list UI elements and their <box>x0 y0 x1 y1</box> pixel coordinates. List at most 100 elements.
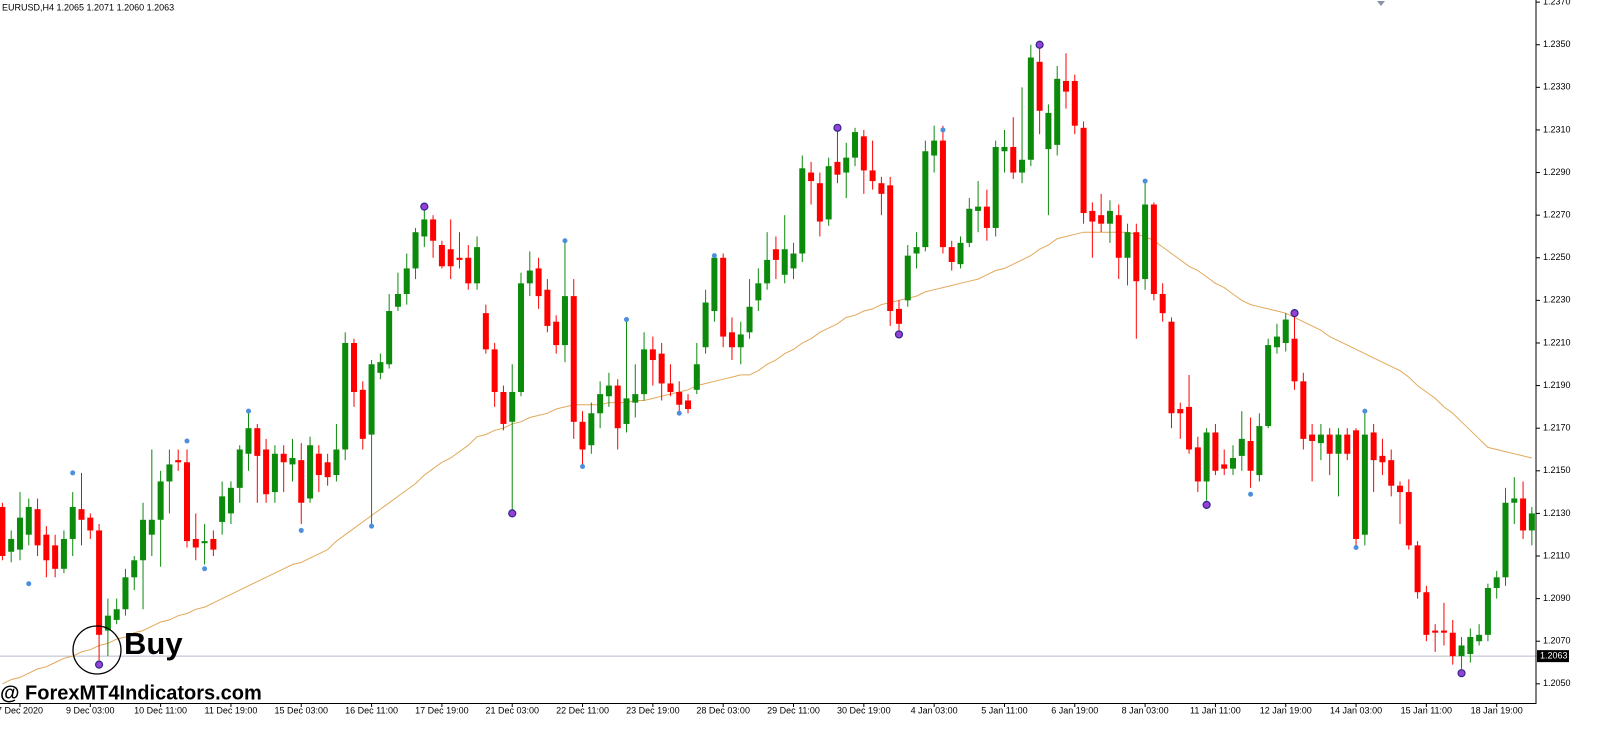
candle-body <box>394 293 401 307</box>
candle-body <box>386 311 393 365</box>
shift-marker <box>1377 1 1385 6</box>
x-tick-label: 21 Dec 03:00 <box>485 705 539 715</box>
x-tick-label: 5 Jan 11:00 <box>981 705 1027 715</box>
candle-body <box>1520 498 1527 531</box>
candle-body <box>1528 513 1535 531</box>
candle-body <box>535 268 542 297</box>
candle-body <box>957 242 964 265</box>
candle-body <box>1186 406 1193 450</box>
candle-body <box>1273 336 1280 348</box>
candle-body <box>96 530 103 635</box>
candle-body <box>816 183 823 222</box>
candle-body <box>1168 321 1175 414</box>
candle-body <box>1493 577 1500 588</box>
fractal-dot <box>562 238 568 244</box>
candle-body <box>1484 587 1491 635</box>
candle-body <box>790 253 797 269</box>
y-tick-label: 1.2130 <box>1543 508 1571 518</box>
candle-body <box>175 460 182 463</box>
candle-body <box>1019 159 1026 173</box>
y-tick-label: 1.2230 <box>1543 295 1571 305</box>
candle-body <box>474 247 481 284</box>
candle-body <box>289 458 296 465</box>
signal-circle <box>420 202 429 211</box>
candle-body <box>518 283 525 392</box>
x-tick-label: 6 Jan 19:00 <box>1051 705 1098 715</box>
candle-body <box>509 391 516 422</box>
bid-label-box <box>1537 650 1569 663</box>
candle-body <box>843 157 850 173</box>
candle-body <box>1221 464 1228 469</box>
fractal-dot <box>369 523 375 529</box>
candle-body <box>658 353 665 384</box>
candle-body <box>166 464 173 482</box>
candle-body <box>1230 458 1236 469</box>
candle-body <box>1309 434 1316 441</box>
fractal-dot <box>623 317 629 323</box>
y-tick-label: 1.2190 <box>1543 380 1571 390</box>
candle-body <box>1458 645 1465 657</box>
candle-body <box>500 391 507 424</box>
candle-body <box>1080 127 1087 214</box>
x-tick-label: 7 Dec 2020 <box>0 705 43 715</box>
candle-body <box>948 247 955 263</box>
y-tick-label: 1.2270 <box>1543 210 1571 220</box>
candle-body <box>1379 455 1386 463</box>
x-tick-label: 4 Jan 03:00 <box>911 705 958 715</box>
candle-body <box>315 453 322 476</box>
candle-body <box>140 519 147 561</box>
candle-body <box>333 449 340 476</box>
candle-body <box>148 519 155 535</box>
candle-body <box>271 453 278 493</box>
candle-body <box>834 161 841 175</box>
candle-body <box>1432 630 1439 633</box>
candle-body <box>570 296 577 422</box>
bid-label: 1.2063 <box>1540 651 1568 661</box>
candle-body <box>403 268 410 294</box>
candle-body <box>1265 345 1272 427</box>
candle-body <box>605 385 612 397</box>
candle-body <box>931 140 938 156</box>
fractal-dot <box>298 527 304 533</box>
candle-body <box>1361 434 1368 535</box>
candle-body <box>1414 545 1421 593</box>
candle-body <box>860 136 867 171</box>
fractal-dot <box>711 253 717 259</box>
y-tick-label: 1.2370 <box>1543 0 1571 7</box>
candle-body <box>1256 426 1263 476</box>
candle-body <box>676 391 683 405</box>
fractal-dot <box>70 470 76 476</box>
candle-body <box>351 342 357 392</box>
candle-body <box>183 462 190 542</box>
candle-body <box>702 302 709 348</box>
signal-circle <box>94 660 104 669</box>
signal-circle <box>1035 40 1044 49</box>
candle-body <box>254 428 261 456</box>
candle-body <box>693 364 700 390</box>
y-tick-label: 1.2110 <box>1543 550 1570 560</box>
candle-body <box>430 219 437 241</box>
candle-body <box>359 389 366 439</box>
candle-body <box>227 487 234 514</box>
candle-body <box>1405 492 1412 546</box>
candle-body <box>78 509 85 520</box>
candle-body <box>764 259 771 284</box>
candle-body <box>1511 498 1518 503</box>
x-tick-label: 9 Dec 03:00 <box>66 705 115 715</box>
x-tick-label: 23 Dec 19:00 <box>626 705 680 715</box>
candle-body <box>236 449 243 488</box>
candle-body <box>16 517 23 550</box>
candle-body <box>131 560 138 578</box>
candle-body <box>632 394 639 403</box>
candle-body <box>1282 319 1289 343</box>
candle-body <box>34 509 41 546</box>
signal-circle <box>833 123 842 132</box>
candle-body <box>1203 432 1210 482</box>
candle-body <box>895 308 902 324</box>
candle-body <box>913 247 920 254</box>
candle-body <box>781 249 788 275</box>
fractal-dot <box>1353 544 1359 550</box>
